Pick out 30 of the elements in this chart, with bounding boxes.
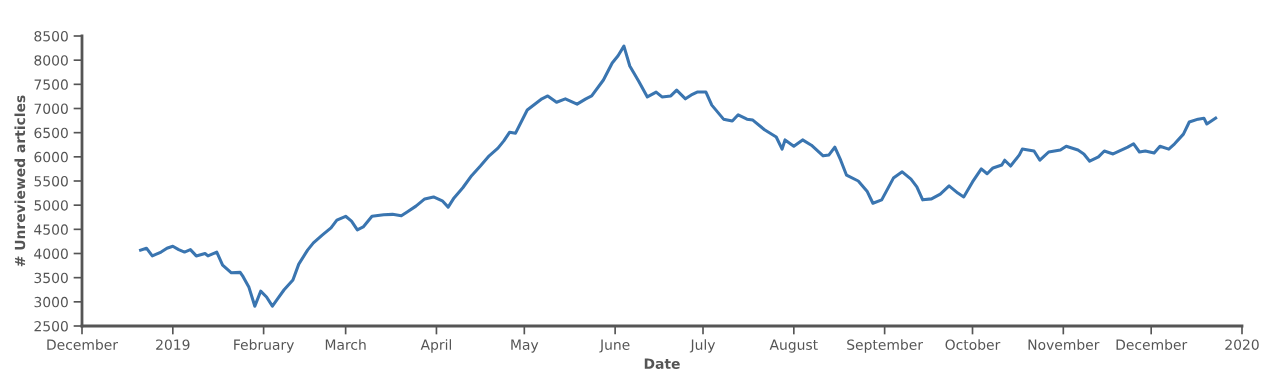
x-tick-label: 2019: [156, 339, 190, 350]
x-tick-label: February: [234, 339, 294, 353]
y-tick-label: 8500: [34, 30, 68, 42]
x-tick-label: November: [1028, 339, 1100, 350]
y-tick-label: 8000: [34, 55, 68, 66]
x-tick-label: June: [599, 339, 630, 353]
x-tick-label: 2020: [1225, 339, 1259, 350]
y-tick-label: 6500: [34, 127, 68, 139]
x-tick-label: April: [420, 339, 452, 353]
x-tick-label: August: [769, 339, 818, 353]
y-tick-label: 6000: [34, 151, 68, 163]
y-tick-label: 3000: [34, 296, 68, 308]
x-axis-title: Date: [644, 358, 680, 369]
x-tick-label: December: [1116, 339, 1188, 350]
x-tick-label: December: [47, 339, 119, 350]
y-tick-label: 4500: [34, 224, 68, 235]
y-axis-title: # Unreviewed articles: [14, 95, 26, 267]
y-tick-label: 4000: [34, 248, 68, 259]
y-tick-label: 5000: [34, 200, 68, 211]
line-series: [139, 44, 1218, 308]
y-tick-label: 7000: [34, 103, 68, 114]
x-tick-label: September: [847, 339, 924, 353]
x-tick-label: October: [945, 339, 1001, 350]
y-tick-label: 3500: [34, 272, 68, 284]
x-tick-label: July: [689, 339, 716, 353]
x-tick-label: May: [511, 339, 539, 353]
x-tick-label: March: [325, 339, 366, 350]
y-tick-label: 2500: [34, 320, 68, 332]
y-tick-label: 7500: [34, 79, 68, 90]
y-tick-label: 5500: [34, 175, 68, 187]
